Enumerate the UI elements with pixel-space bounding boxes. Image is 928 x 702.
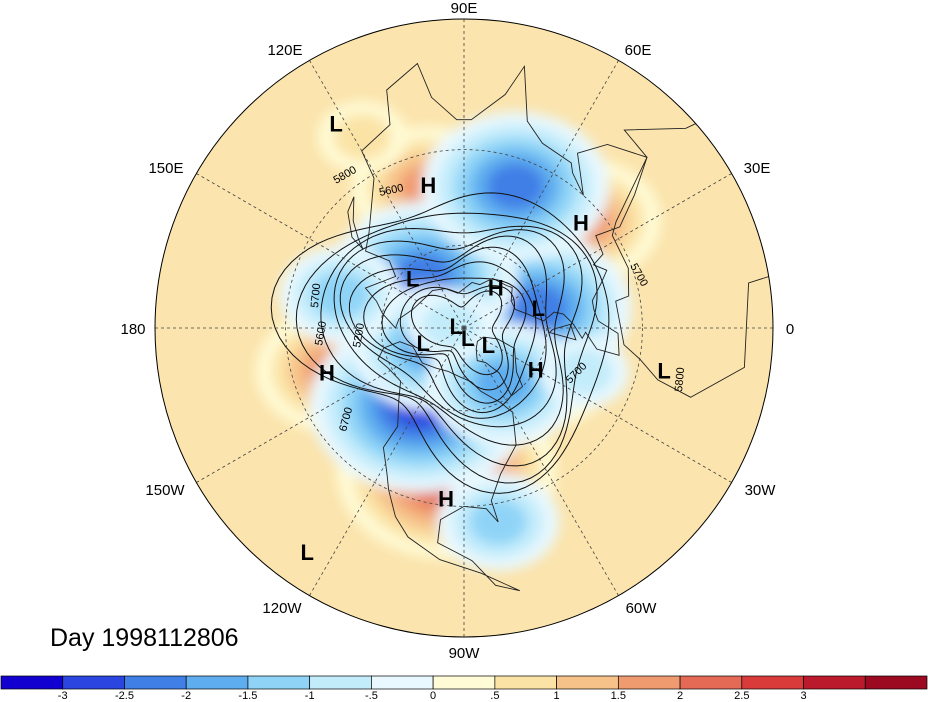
low-pressure-marker: L <box>416 331 429 356</box>
colorbar-tick-label: -1 <box>305 690 315 702</box>
colorbar-swatch <box>185 675 249 690</box>
contour-label: 5800 <box>673 367 687 392</box>
colorbar-swatch <box>864 675 928 690</box>
lon-label-30e: 30E <box>744 160 771 177</box>
colorbar: -3 -2.5 -2 -1.5 -1 -.5 0 .5 1 1.5 2 2.5 3 <box>0 675 928 702</box>
colorbar-swatch <box>803 675 866 690</box>
colorbar-tick-label: -2 <box>181 690 191 702</box>
colorbar-swatch <box>741 675 804 690</box>
lon-label-150e: 150E <box>148 160 183 177</box>
lon-label-180: 180 <box>120 321 145 338</box>
colorbar-swatch <box>432 675 496 690</box>
lon-label-150w: 150W <box>145 482 185 499</box>
low-pressure-marker: L <box>329 111 342 136</box>
high-pressure-marker: H <box>438 486 454 511</box>
low-pressure-marker: L <box>449 314 462 339</box>
high-pressure-marker: H <box>319 361 335 386</box>
colorbar-swatch <box>556 675 619 690</box>
lat-lon-grid <box>155 19 773 637</box>
low-pressure-marker: L <box>300 540 313 565</box>
lon-label-120e: 120E <box>267 42 302 59</box>
colorbar-tick-label: 1.5 <box>611 690 626 702</box>
colorbar-tick-label: -2.5 <box>115 690 134 702</box>
colorbar-swatch <box>62 675 125 690</box>
lon-label-90e: 90E <box>451 0 478 17</box>
colorbar-tick-label: -.5 <box>365 690 378 702</box>
lon-label-60e: 60E <box>625 42 652 59</box>
height-contour <box>363 261 537 414</box>
day-label: Day 1998112806 <box>50 624 239 652</box>
colorbar-swatch <box>371 675 434 690</box>
high-pressure-marker: H <box>420 173 436 198</box>
anomaly-blob <box>486 163 545 210</box>
colorbar-swatch <box>617 675 681 690</box>
colorbar-tick-label: .5 <box>490 690 499 702</box>
coastline <box>475 336 524 397</box>
low-pressure-marker: L <box>532 296 545 321</box>
low-pressure-marker: L <box>657 359 670 384</box>
colorbar-swatch <box>309 675 372 690</box>
high-pressure-marker: H <box>573 211 589 236</box>
colorbar-tick-label: 2 <box>677 690 683 702</box>
anomaly-blob <box>555 348 614 395</box>
low-pressure-marker: L <box>406 266 419 291</box>
colorbar-tick-label: 0 <box>430 690 436 702</box>
colorbar-tick-label: 3 <box>800 690 806 702</box>
map-boundary <box>154 18 774 638</box>
map-disk <box>155 19 773 637</box>
high-pressure-marker: H <box>488 275 504 300</box>
longitude-labels: 90E 60E 30E 0 30W 60W 90W 120W 150W 180 … <box>120 0 794 662</box>
colorbar-swatch <box>247 675 311 690</box>
contour-label: 5700 <box>309 283 323 308</box>
latitude-circle <box>285 149 643 507</box>
height-contour <box>410 290 503 376</box>
colorbar-swatch <box>0 675 64 690</box>
lon-label-0: 0 <box>786 321 794 338</box>
lon-label-60w: 60W <box>626 600 658 617</box>
high-pressure-marker: H <box>528 357 544 382</box>
colorbar-swatch <box>494 675 557 690</box>
anomaly-blob <box>333 113 392 160</box>
coastline <box>548 323 577 341</box>
colorbar-tick-label: 1 <box>554 690 560 702</box>
latitude-circle <box>380 244 548 412</box>
lon-label-30w: 30W <box>745 482 777 499</box>
lon-label-120w: 120W <box>262 600 302 617</box>
contour-label: 5200 <box>351 322 367 348</box>
colorbar-tick-label: -1.5 <box>238 690 257 702</box>
colorbar-swatch <box>124 675 187 690</box>
contour-label: 5600 <box>313 320 329 346</box>
low-pressure-marker: L <box>461 326 474 351</box>
colorbar-tick-label: -3 <box>58 690 68 702</box>
contour-label: 5600 <box>378 182 404 199</box>
lon-label-90w: 90W <box>449 645 481 662</box>
colorbar-tick-label: 2.5 <box>734 690 749 702</box>
low-pressure-marker: L <box>482 333 495 358</box>
colorbar-swatch <box>679 675 743 690</box>
anomaly-blob <box>422 301 480 348</box>
